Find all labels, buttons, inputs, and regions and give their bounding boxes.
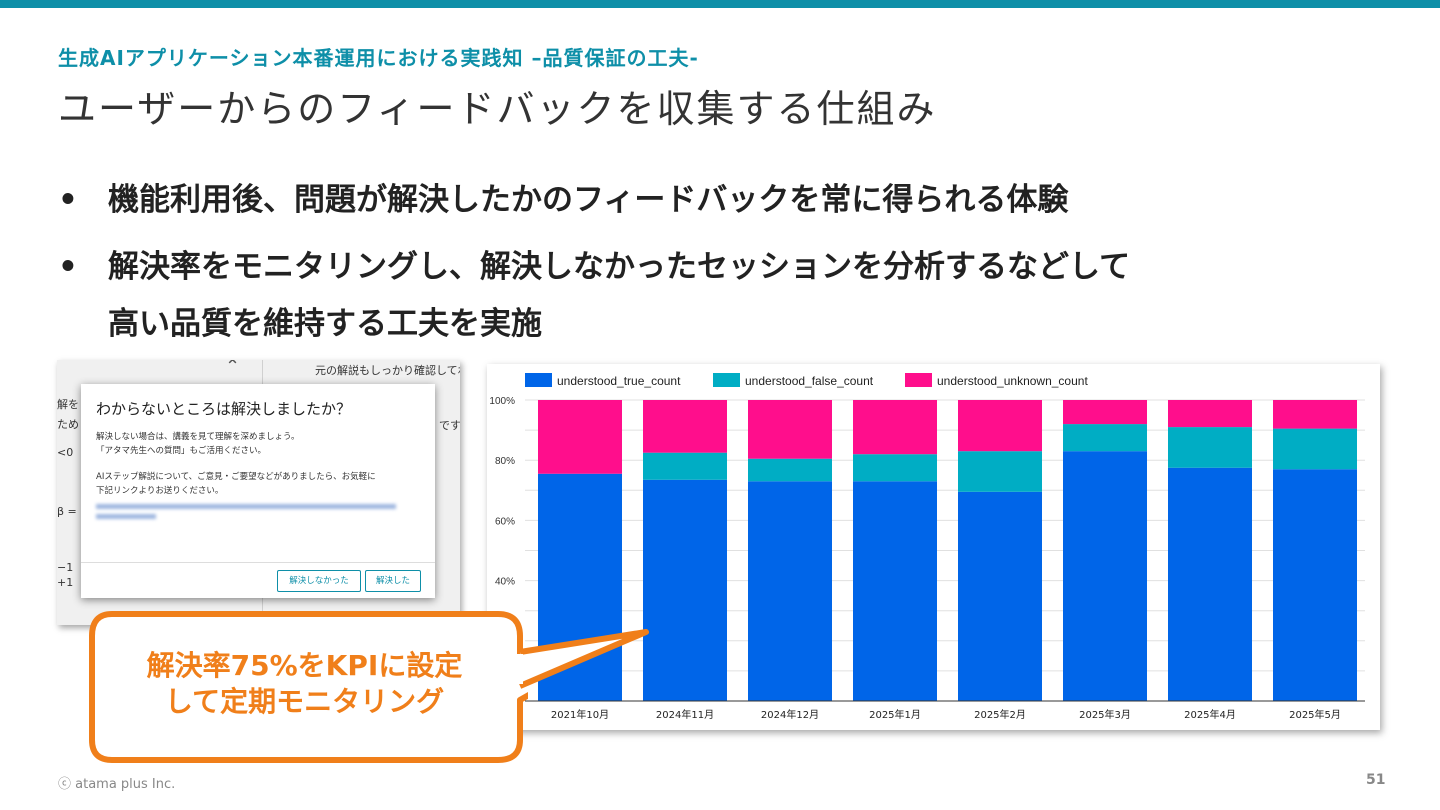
dialog-text: 「アタマ先生への質問」もご活用ください。: [96, 446, 267, 456]
bar-segment: [1273, 400, 1357, 429]
dialog-question: わからないところは解決しましたか？: [96, 400, 352, 418]
background-text: ため: [57, 418, 79, 431]
background-text: <0: [57, 446, 74, 459]
bullet-text: 機能利用後、問題が解決したかのフィードバックを常に得られる体験: [108, 182, 1069, 218]
background-text: です。お: [439, 419, 460, 432]
slide-title: ユーザーからのフィードバックを収集する仕組み: [58, 87, 937, 131]
x-tick-label: 2025年5月: [1289, 708, 1341, 721]
y-tick-label: 100%: [489, 396, 515, 407]
bar-segment: [853, 454, 937, 482]
background-text: 解を: [57, 398, 79, 411]
resolution-rate-chart: 100% 80% 60% 40% 2021年10月 2024年11月 2024年12月 202…: [487, 364, 1380, 730]
solved-button[interactable]: 解決した: [365, 570, 421, 592]
y-tick-label: 60%: [495, 516, 515, 527]
callout-line-1: 解決率75%をKPIに設定: [146, 649, 463, 682]
legend-swatch: [525, 373, 552, 387]
x-tick-label: 2025年3月: [1079, 708, 1131, 721]
background-text: β =: [57, 505, 77, 518]
bar-segment: [1063, 400, 1147, 425]
dialog-text: AIステップ解説について、ご意見・ご要望などがありましたら、お気軽に: [96, 472, 376, 482]
bar-segment: [538, 400, 622, 474]
legend-label: understood_false_count: [745, 374, 874, 388]
slide-subtitle: 生成AIアプリケーション本番運用における実践知 –品質保証の工夫-: [58, 46, 699, 70]
feedback-dialog-screenshot: ⌃ 元の解説もしっかり確認してね。 解を ため <0 β = −1 +1 です。…: [57, 360, 460, 625]
y-tick-label: 40%: [495, 577, 515, 588]
bar-segment: [1168, 427, 1252, 468]
background-text: +1: [57, 576, 74, 589]
chevron-up-icon: ⌃: [225, 360, 241, 377]
background-text: −1: [57, 561, 74, 574]
copyright: ⓒ atama plus Inc.: [58, 777, 176, 792]
bullet-text: 解決率をモニタリングし、解決しなかったセッションを分析するなどして: [108, 249, 1131, 285]
bar-segment: [643, 479, 727, 701]
bar-segment: [853, 481, 937, 701]
y-tick-label: 80%: [495, 456, 515, 467]
stacked-bar-chart: 100% 80% 60% 40% 2021年10月 2024年11月 2024年12月 202…: [489, 373, 1365, 721]
feedback-dialog: わからないところは解決しましたか？ 解決しない場合は、講義を見て理解を深めましょ…: [81, 384, 435, 598]
legend-swatch: [905, 373, 932, 387]
x-tick-label: 2025年1月: [869, 708, 921, 721]
bar-segment: [1168, 467, 1252, 701]
bullet-item: • 機能利用後、問題が解決したかのフィードバックを常に得られる体験: [58, 172, 1398, 229]
x-tick-label: 2024年11月: [656, 708, 714, 721]
dialog-text: 下記リンクよりお送りください。: [96, 486, 224, 496]
legend-label: understood_unknown_count: [937, 374, 1088, 388]
blurred-link[interactable]: [96, 504, 396, 509]
bar-segment: [958, 451, 1042, 492]
bullet-item: • 解決率をモニタリングし、解決しなかったセッションを分析するなどして 高い品質…: [58, 239, 1398, 353]
bar-segment: [643, 452, 727, 480]
bar-segment: [1063, 424, 1147, 452]
bar-segment: [1273, 428, 1357, 470]
callout-line-2: して定期モニタリング: [164, 685, 445, 718]
bar-segment: [1063, 451, 1147, 701]
dialog-divider: [81, 562, 435, 563]
dialog-text: 解決しない場合は、講義を見て理解を深めましょう。: [96, 432, 300, 442]
x-tick-label: 2025年4月: [1184, 708, 1236, 721]
bar-segment: [748, 481, 832, 701]
legend-swatch: [713, 373, 740, 387]
x-tick-label: 2025年2月: [974, 708, 1026, 721]
x-tick-label: 2024年12月: [761, 708, 819, 721]
bar-segment: [958, 491, 1042, 701]
bullet-text-continued: 高い品質を維持する工夫を実施: [108, 306, 542, 342]
bar-segment: [1273, 469, 1357, 701]
bar-segment: [748, 400, 832, 459]
bar-segment: [748, 458, 832, 482]
callout-text: 解決率75%をKPIに設定 して定期モニタリング: [102, 648, 507, 720]
bullet-list: • 機能利用後、問題が解決したかのフィードバックを常に得られる体験 • 解決率を…: [58, 172, 1398, 363]
top-accent-bar: [0, 0, 1440, 8]
background-text: 元の解説もしっかり確認してね。: [315, 364, 460, 377]
callout-bubble: [89, 611, 528, 763]
bullet-dot: •: [58, 249, 78, 285]
bar-segment: [853, 400, 937, 455]
bar-segment: [1168, 400, 1252, 428]
blurred-link[interactable]: [96, 514, 156, 519]
page-number: 51: [1366, 772, 1386, 788]
bar-segment: [958, 400, 1042, 452]
bar-segment: [643, 400, 727, 453]
x-tick-label: 2021年10月: [551, 708, 609, 721]
callout-shape: [89, 611, 528, 763]
legend-label: understood_true_count: [557, 374, 681, 388]
bullet-dot: •: [58, 182, 78, 218]
bar-segment: [538, 473, 622, 701]
not-solved-button[interactable]: 解決しなかった: [277, 570, 361, 592]
